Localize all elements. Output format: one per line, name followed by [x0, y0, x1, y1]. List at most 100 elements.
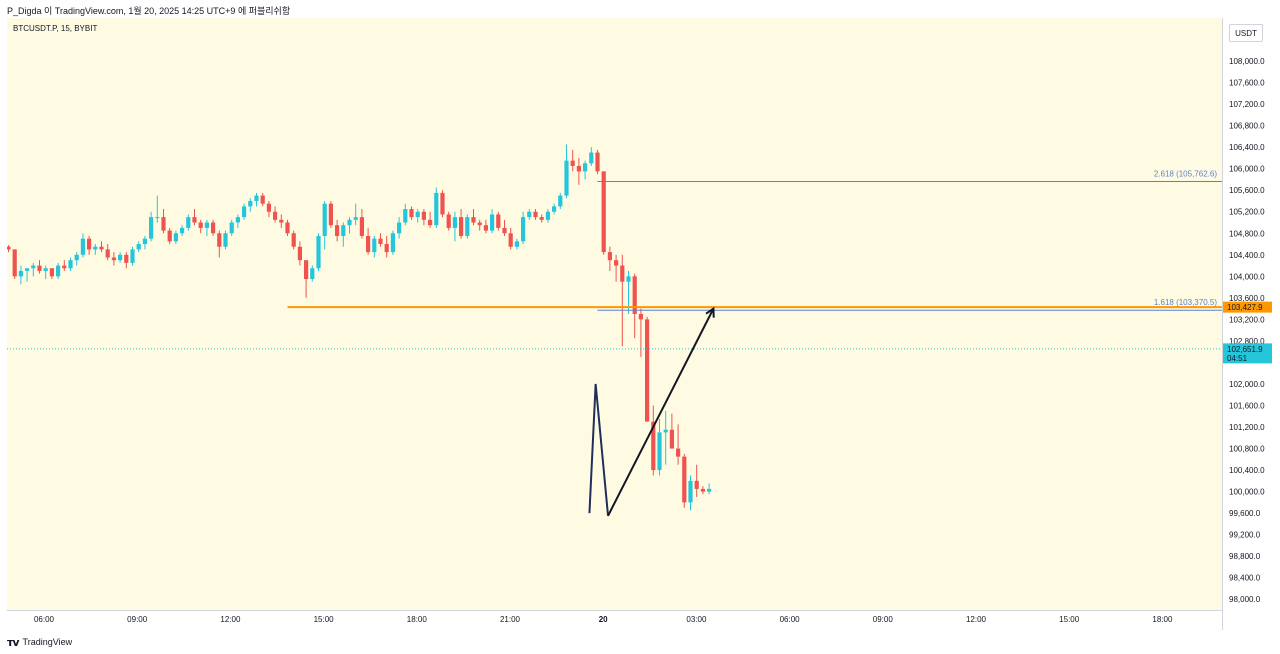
y-tick-label: 106,400.0 [1229, 143, 1265, 152]
candle-body [366, 235, 371, 253]
chart-area[interactable]: 108,000.0 107,600.0 107,200.0 106,800.0 106,… [7, 18, 1272, 630]
price-badge-countdown: 04:51 [1227, 354, 1248, 363]
candle-body [614, 260, 619, 266]
y-tick-label: 108,000.0 [1229, 57, 1265, 66]
candle-body [539, 217, 544, 220]
candle-body [502, 227, 507, 234]
y-tick-label: 103,600.0 [1229, 294, 1265, 303]
candle-body [508, 233, 513, 247]
candle-body [576, 166, 581, 172]
candle-body [180, 227, 185, 234]
x-tick-label: 21:00 [500, 615, 521, 624]
candle-body [130, 249, 135, 263]
y-tick-label: 104,000.0 [1229, 272, 1265, 281]
candle-body [285, 222, 290, 234]
candle-body [248, 200, 253, 207]
candle-body [651, 421, 656, 471]
candle-body [428, 219, 433, 226]
candle-body [62, 265, 67, 269]
candle-body [607, 252, 612, 261]
candle-body [564, 160, 569, 196]
plot-background [7, 18, 1222, 610]
candle-body [595, 152, 600, 172]
candle-body [217, 233, 222, 247]
candle-body [521, 217, 526, 242]
candle-body [589, 152, 594, 164]
candle-body [161, 217, 166, 231]
candle-body [316, 235, 321, 269]
candle-body [626, 276, 631, 282]
candle-body [632, 276, 637, 314]
candle-body [25, 268, 30, 271]
candle-body [118, 254, 123, 261]
candle-body [235, 217, 240, 223]
candle-body [446, 214, 451, 228]
pattern-line [588, 383, 610, 516]
symbol-label: BTCUSDT.P, 15, BYBIT [13, 24, 98, 33]
y-tick-label: 101,200.0 [1229, 423, 1265, 432]
candle-body [105, 249, 110, 258]
candle-body [304, 260, 309, 280]
y-tick-label: 101,600.0 [1229, 401, 1265, 410]
candle-body [223, 233, 228, 247]
time-axis-background [7, 610, 1222, 630]
y-tick-label: 99,600.0 [1229, 509, 1261, 518]
x-tick-label: 15:00 [314, 615, 335, 624]
candle-body [18, 270, 23, 277]
y-tick-label: 100,400.0 [1229, 466, 1265, 475]
x-tick-label: 12:00 [966, 615, 987, 624]
candle-body [310, 268, 315, 280]
tradingview-footer: ᴛᴠ TradingView [7, 634, 72, 650]
y-tick-label: 106,800.0 [1229, 122, 1265, 131]
candle-body [707, 488, 712, 492]
candle-body [49, 268, 54, 277]
price-badge [1223, 343, 1272, 364]
candle-body [421, 211, 426, 220]
x-tick-label: 18:00 [1152, 615, 1173, 624]
y-tick-label: 98,800.0 [1229, 552, 1261, 561]
candle-body [155, 217, 160, 219]
candle-body [260, 195, 265, 204]
candle-body [700, 488, 705, 492]
candle-body [477, 222, 482, 226]
candle-body [37, 265, 42, 271]
candle-body [273, 211, 278, 220]
x-tick-label: 09:00 [127, 615, 148, 624]
candle-body [229, 222, 234, 234]
candle-body [663, 429, 668, 433]
currency-button[interactable]: USDT [1229, 24, 1263, 42]
publish-header: P_Digda 이 TradingView.com, 1월 20, 2025 1… [0, 0, 1280, 18]
fib-level-label: 1.618 (103,370.5) [1154, 298, 1217, 307]
candlestick-chart[interactable]: 108,000.0 107,600.0 107,200.0 106,800.0 106,… [7, 18, 1272, 630]
candle-body [682, 456, 687, 503]
candle-body [347, 219, 352, 226]
publish-attribution: P_Digda 이 TradingView.com, 1월 20, 2025 1… [7, 6, 291, 16]
x-tick-label: 09:00 [873, 615, 894, 624]
candle-body [266, 203, 271, 212]
y-tick-label: 107,200.0 [1229, 100, 1265, 109]
y-tick-label: 98,400.0 [1229, 574, 1261, 583]
y-tick-label: 102,000.0 [1229, 380, 1265, 389]
y-tick-label: 104,800.0 [1229, 229, 1265, 238]
candle-body [452, 217, 457, 228]
y-tick-label: 100,000.0 [1229, 488, 1265, 497]
candle-body [31, 265, 36, 269]
price-axis-background [1222, 18, 1272, 630]
candle-body [254, 195, 259, 201]
y-tick-label: 105,200.0 [1229, 208, 1265, 217]
candle-body [142, 238, 147, 245]
candle-body [378, 238, 383, 245]
y-tick-label: 107,600.0 [1229, 79, 1265, 88]
candle-body [583, 163, 588, 172]
candle-body [403, 209, 408, 223]
candle-body [638, 314, 643, 320]
candle-body [291, 233, 296, 247]
candle-body [459, 217, 464, 236]
tradingview-logo-icon: ᴛᴠ [7, 635, 20, 649]
candle-body [676, 448, 681, 457]
candle-body [669, 429, 674, 449]
x-tick-label: 15:00 [1059, 615, 1080, 624]
candle-body [514, 241, 519, 247]
candle-body [335, 225, 340, 236]
candle-body [74, 254, 79, 261]
